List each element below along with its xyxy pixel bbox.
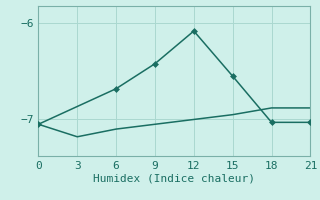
X-axis label: Humidex (Indice chaleur): Humidex (Indice chaleur) — [93, 174, 255, 184]
